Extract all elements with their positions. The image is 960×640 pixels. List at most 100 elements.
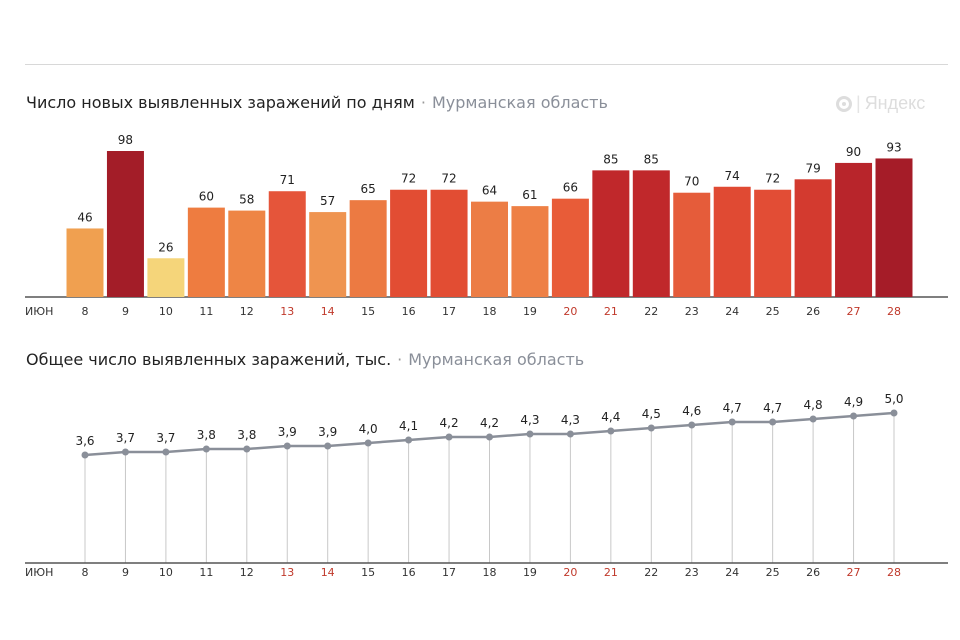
bar-x-tick-label: 8 [82, 305, 89, 318]
line-chart-title-text: Общее число выявленных заражений, тыс. [26, 350, 392, 369]
line-value-label: 4,4 [601, 410, 620, 424]
line-x-tick-label: 10 [159, 566, 173, 579]
line-value-label: 4,9 [844, 395, 863, 409]
line-point [688, 421, 696, 429]
line-value-label: 3,6 [75, 434, 94, 448]
line-x-tick-label: 8 [82, 566, 89, 579]
line-x-tick-label: 16 [402, 566, 416, 579]
bar-value-label: 60 [199, 190, 214, 204]
bar [754, 189, 792, 297]
bar [673, 192, 711, 297]
line-value-label: 3,7 [156, 431, 175, 445]
bar [632, 170, 670, 297]
bar-value-label: 98 [118, 133, 133, 147]
bar-x-tick-label: 21 [604, 305, 618, 318]
bar-x-tick-label: 24 [725, 305, 739, 318]
line-point [890, 409, 898, 417]
line-x-tick-label: 22 [644, 566, 658, 579]
bar [430, 189, 468, 297]
line-point [324, 442, 332, 450]
line-value-label: 5,0 [884, 392, 903, 406]
bar [66, 228, 104, 297]
line-x-tick-label: 11 [199, 566, 213, 579]
bar-value-label: 85 [644, 152, 659, 166]
bar-value-label: 64 [482, 184, 497, 198]
line-x-tick-label: 12 [240, 566, 254, 579]
line-value-label: 4,7 [763, 401, 782, 415]
line-x-tick-label: 15 [361, 566, 375, 579]
bar [713, 186, 751, 297]
line-x-tick-label: 13 [280, 566, 294, 579]
line-x-tick-label: 25 [766, 566, 780, 579]
line-value-label: 4,3 [561, 413, 580, 427]
bar [835, 162, 873, 297]
bar [794, 179, 832, 297]
bar-x-tick-label: 16 [402, 305, 416, 318]
bar-value-label: 57 [320, 194, 335, 208]
line-x-tick-label: 20 [563, 566, 577, 579]
bar-chart-title-text: Число новых выявленных заражений по дням [26, 93, 415, 112]
line-value-label: 4,6 [682, 404, 701, 418]
line-point [769, 418, 777, 426]
line-value-label: 3,7 [116, 431, 135, 445]
bar-x-tick-label: 9 [122, 305, 129, 318]
bar [147, 258, 185, 297]
bar [268, 191, 306, 297]
bar-value-label: 93 [886, 140, 901, 154]
bar [187, 207, 225, 297]
line-point [526, 430, 534, 438]
bar-month-label: ИЮН [25, 305, 53, 318]
bar [390, 189, 428, 297]
line-value-label: 4,5 [642, 407, 661, 421]
title-separator: · [420, 93, 426, 112]
bar [875, 158, 913, 297]
bar-x-tick-label: 12 [240, 305, 254, 318]
bar-value-label: 85 [603, 152, 618, 166]
bar-x-tick-label: 14 [321, 305, 335, 318]
bar-value-label: 72 [765, 172, 780, 186]
bar-value-label: 72 [401, 172, 416, 186]
line-value-label: 4,2 [440, 416, 459, 430]
line-point [202, 445, 210, 453]
yandex-logo-text: Яндекс [864, 93, 926, 113]
line-value-label: 4,3 [520, 413, 539, 427]
line-x-tick-label: 9 [122, 566, 129, 579]
bar-value-label: 65 [361, 182, 376, 196]
line-x-tick-label: 24 [725, 566, 739, 579]
bar-x-tick-label: 22 [644, 305, 658, 318]
bar-chart-title: Число новых выявленных заражений по дням… [26, 93, 608, 112]
line-value-label: 3,8 [237, 428, 256, 442]
line-x-tick-label: 27 [847, 566, 861, 579]
top-divider [25, 64, 948, 65]
line-chart-region: Мурманская область [408, 350, 585, 369]
bar [309, 212, 347, 297]
line-value-label: 3,9 [278, 425, 297, 439]
line-value-label: 3,8 [197, 428, 216, 442]
bar-x-tick-label: 26 [806, 305, 820, 318]
line-month-label: ИЮН [25, 566, 53, 579]
bar [592, 170, 630, 297]
line-point [486, 433, 493, 441]
line-chart-title: Общее число выявленных заражений, тыс. · М… [26, 350, 584, 369]
line-point [607, 427, 615, 435]
line-value-label: 4,8 [804, 398, 823, 412]
bar-value-label: 70 [684, 175, 699, 189]
yandex-logo: | Яндекс [836, 93, 925, 114]
bar-x-tick-label: 28 [887, 305, 901, 318]
line-point [283, 442, 291, 450]
bar [551, 198, 589, 297]
bar-value-label: 46 [77, 210, 92, 224]
line-point [809, 415, 817, 423]
bar-x-tick-label: 11 [199, 305, 213, 318]
bar [228, 210, 266, 297]
bar-chart-region: Мурманская область [431, 93, 608, 112]
bar-x-tick-label: 20 [563, 305, 577, 318]
line-x-tick-label: 17 [442, 566, 456, 579]
bar-x-tick-label: 10 [159, 305, 173, 318]
bar-value-label: 66 [563, 181, 578, 195]
line-x-tick-label: 14 [321, 566, 335, 579]
bar-value-label: 79 [805, 161, 820, 175]
line-point [405, 436, 413, 444]
bar-value-label: 74 [725, 169, 740, 183]
